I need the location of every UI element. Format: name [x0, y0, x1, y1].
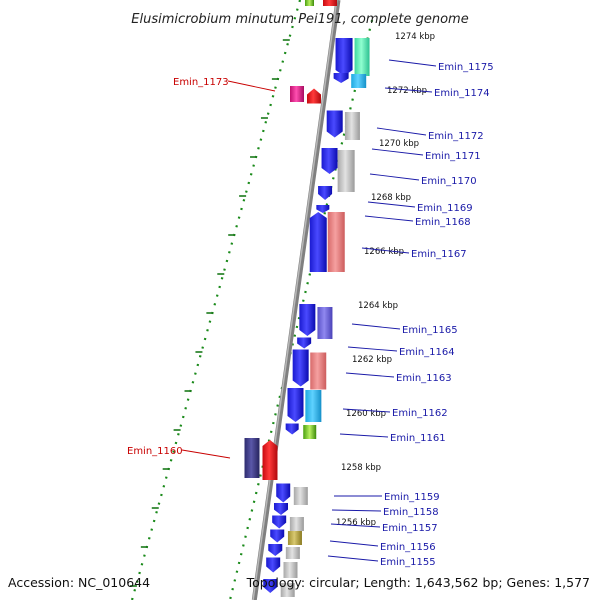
- label-callout: [345, 372, 395, 378]
- genome-track: [129, 0, 374, 600]
- label-callout: [342, 408, 391, 413]
- genome-backbone: [251, 0, 341, 600]
- gene-feature: [326, 110, 343, 138]
- gene-feature: [285, 423, 299, 435]
- kbp-label: 1274 kbp: [395, 32, 435, 42]
- gene-feature: [273, 503, 288, 515]
- annotation-labels: 1274 kbp 1272 kbp 1270 kbp 1268 kbp 1266 kbp…: [127, 32, 494, 568]
- kbp-label: 1258 kbp: [341, 463, 381, 473]
- gene-feature: [287, 531, 302, 545]
- label-callout: [227, 80, 276, 92]
- gene-feature: [280, 583, 295, 597]
- kbp-label: 1272 kbp: [387, 86, 427, 96]
- gene-feature: [244, 438, 260, 478]
- gene-label: Emin_1165: [402, 325, 458, 336]
- gene-feature: [285, 547, 300, 559]
- gene-label: Emin_1157: [382, 523, 438, 534]
- gene-feature: [305, 0, 314, 6]
- gene-label: Emin_1169: [417, 203, 473, 214]
- gene-feature: [287, 388, 304, 422]
- gene-feature: [309, 212, 327, 272]
- gene-feature: [276, 483, 291, 503]
- gene-label: Emin_1159: [384, 492, 440, 503]
- accession-text: Accession: NC_010644: [8, 575, 150, 590]
- gene-label: Emin_1171: [425, 151, 481, 162]
- gene-feature: [292, 349, 309, 387]
- gene-label: Emin_1162: [392, 408, 448, 419]
- kbp-label: 1268 kbp: [371, 193, 411, 203]
- gene-feature: [266, 557, 281, 573]
- gene-feature: [289, 517, 304, 531]
- gene-feature: [317, 307, 333, 339]
- kbp-label: 1262 kbp: [352, 355, 392, 365]
- gene-feature: [299, 304, 316, 336]
- gene-feature: [333, 73, 349, 83]
- gene-feature: [263, 579, 278, 593]
- gene-label: Emin_1174: [434, 88, 490, 99]
- gene-feature: [310, 352, 327, 390]
- gene-feature: [344, 112, 360, 140]
- genome-title: Elusimicrobium minutum Pei191, complete …: [131, 12, 468, 27]
- gene-label: Emin_1160: [127, 446, 183, 457]
- gene-label: Emin_1167: [411, 249, 467, 260]
- gene-label: Emin_1155: [380, 557, 436, 568]
- kbp-label: 1264 kbp: [358, 301, 398, 311]
- genome-summary-text: Topology: circular; Length: 1,643,562 bp…: [246, 575, 590, 590]
- kbp-label: 1260 kbp: [346, 409, 386, 419]
- label-callout: [351, 323, 401, 330]
- gene-feature: [270, 529, 285, 543]
- label-callout: [361, 247, 410, 254]
- gene-label: Emin_1156: [380, 542, 436, 553]
- gene-label: Emin_1168: [415, 217, 471, 228]
- label-callout: [339, 433, 389, 438]
- gene-label: Emin_1161: [390, 433, 446, 444]
- kbp-label: 1256 kbp: [336, 518, 376, 528]
- label-callout: [347, 346, 398, 352]
- gene-feature: [318, 186, 333, 200]
- label-callout: [388, 59, 437, 67]
- label-callout: [331, 509, 382, 512]
- gene-label: Emin_1164: [399, 347, 455, 358]
- label-callout: [181, 449, 231, 459]
- genome-backbone-highlight: [252, 0, 338, 600]
- gene-feature: [283, 562, 298, 578]
- kbp-label: 1270 kbp: [379, 139, 419, 149]
- gene-label: Emin_1170: [421, 176, 477, 187]
- gene-label: Emin_1175: [438, 62, 494, 73]
- gene-feature: [323, 0, 337, 6]
- gene-feature: [297, 337, 312, 349]
- gene-label: Emin_1172: [428, 131, 484, 142]
- gene-feature: [335, 38, 353, 76]
- label-callout: [376, 127, 427, 136]
- gene-feature: [268, 544, 283, 556]
- gene-label: Emin_1158: [383, 507, 439, 518]
- label-callout: [330, 523, 381, 528]
- gene-feature: [327, 212, 345, 272]
- gene-feature: [351, 74, 367, 88]
- gene-feature: [262, 440, 278, 480]
- kbp-label: 1266 kbp: [364, 247, 404, 257]
- label-callout: [384, 87, 433, 93]
- label-callout: [369, 173, 420, 181]
- gene-label: Emin_1173: [173, 77, 229, 88]
- gene-feature: [290, 86, 304, 102]
- gene-feature: [293, 487, 308, 505]
- label-callout: [371, 148, 424, 156]
- gene-feature: [354, 38, 370, 76]
- gene-feature: [272, 515, 287, 529]
- gene-feature: [303, 425, 317, 439]
- label-callout: [329, 540, 379, 547]
- gene-feature: [305, 390, 322, 422]
- gene-feature: [316, 205, 330, 213]
- gene-label: Emin_1163: [396, 373, 452, 384]
- gene-feature: [337, 150, 355, 192]
- label-callout: [367, 201, 416, 208]
- label-callout: [364, 215, 414, 222]
- label-callout: [327, 555, 379, 562]
- gene-feature: [307, 88, 321, 104]
- gene-feature: [321, 148, 338, 174]
